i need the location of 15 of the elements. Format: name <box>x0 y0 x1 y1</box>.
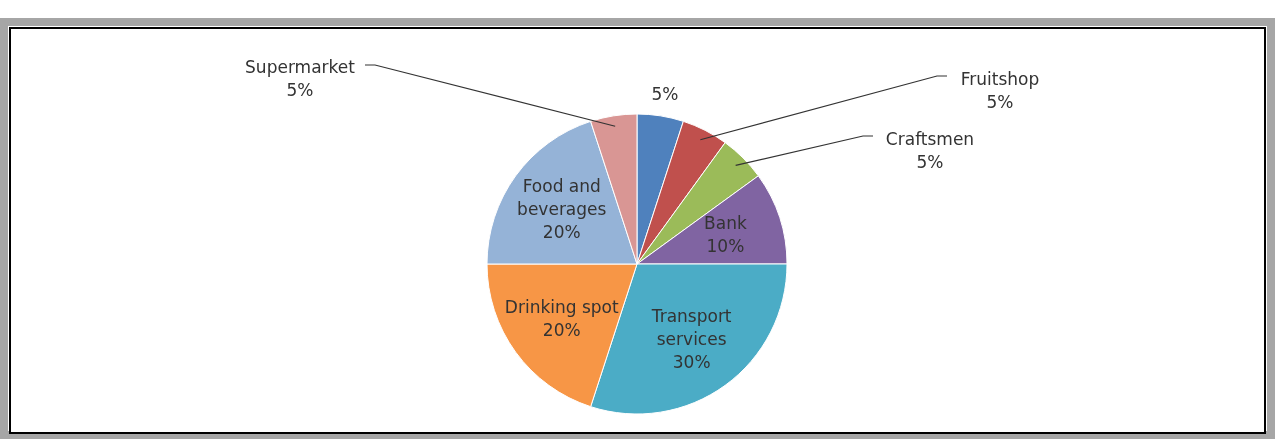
slice-label: Supermarket <box>245 57 356 77</box>
data-label: 20% <box>542 222 581 243</box>
slice-label: Bank <box>704 213 747 234</box>
data-label: 5% <box>286 80 314 100</box>
slice-label: Fruitshop <box>960 69 1040 89</box>
data-label: 10% <box>706 236 745 257</box>
data-label: 5% <box>916 152 944 172</box>
slice-label: Craftsmen <box>885 129 975 149</box>
slice-label: Food and beverages <box>517 176 607 220</box>
data-label: 5% <box>986 92 1014 112</box>
slice-label: Transport services <box>650 306 732 350</box>
slice-label: Drinking spot <box>504 296 619 317</box>
data-label: 5% <box>651 84 679 104</box>
data-label: 20% <box>542 319 581 340</box>
data-label: 30% <box>672 352 711 373</box>
